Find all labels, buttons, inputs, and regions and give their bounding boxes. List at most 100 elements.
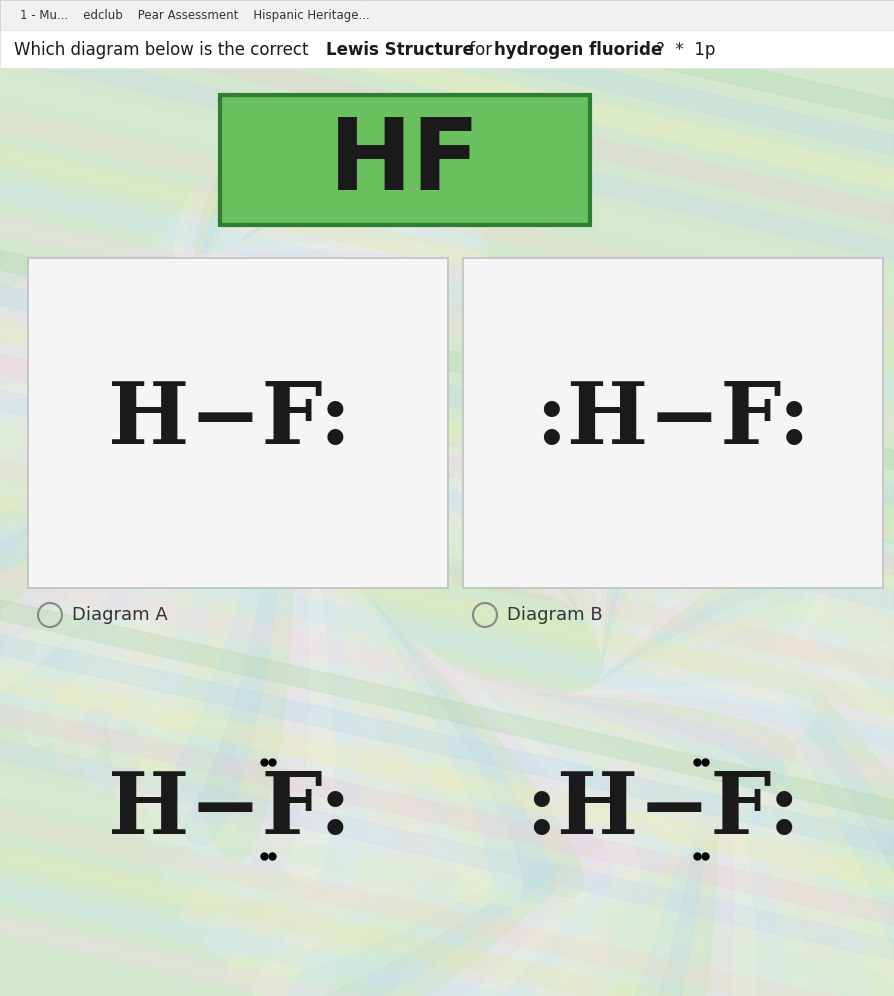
Ellipse shape: [0, 197, 477, 487]
Ellipse shape: [135, 255, 426, 903]
Ellipse shape: [204, 622, 830, 956]
FancyBboxPatch shape: [463, 258, 883, 588]
Polygon shape: [0, 0, 894, 120]
Ellipse shape: [161, 148, 292, 847]
Ellipse shape: [97, 692, 797, 813]
Ellipse shape: [0, 228, 490, 428]
Ellipse shape: [0, 251, 496, 382]
Ellipse shape: [0, 168, 459, 549]
Polygon shape: [0, 495, 894, 715]
Ellipse shape: [111, 130, 312, 812]
Ellipse shape: [181, 639, 830, 929]
Polygon shape: [0, 635, 894, 855]
Text: Which diagram below is the correct: Which diagram below is the correct: [14, 41, 314, 59]
Ellipse shape: [568, 409, 812, 996]
Ellipse shape: [561, 438, 722, 996]
Ellipse shape: [404, 491, 894, 691]
Ellipse shape: [585, 429, 716, 996]
Polygon shape: [0, 775, 894, 995]
Ellipse shape: [473, 429, 894, 931]
Ellipse shape: [89, 364, 553, 901]
Ellipse shape: [532, 448, 733, 996]
Ellipse shape: [139, 138, 299, 830]
Ellipse shape: [501, 459, 746, 996]
Ellipse shape: [64, 560, 713, 850]
Ellipse shape: [86, 678, 784, 810]
Polygon shape: [0, 5, 894, 225]
FancyBboxPatch shape: [0, 30, 894, 68]
Ellipse shape: [404, 499, 783, 996]
Ellipse shape: [110, 694, 808, 826]
Polygon shape: [0, 705, 894, 925]
Ellipse shape: [602, 417, 733, 996]
Polygon shape: [0, 250, 894, 470]
Polygon shape: [0, 355, 894, 575]
Ellipse shape: [81, 394, 583, 896]
Ellipse shape: [341, 531, 805, 996]
Ellipse shape: [228, 603, 829, 982]
Ellipse shape: [0, 212, 484, 457]
Text: :H−F:: :H−F:: [526, 768, 801, 852]
Ellipse shape: [435, 454, 894, 834]
Ellipse shape: [0, 156, 447, 579]
Ellipse shape: [161, 211, 362, 892]
Polygon shape: [0, 460, 894, 680]
Ellipse shape: [53, 122, 342, 770]
Polygon shape: [0, 75, 894, 295]
Ellipse shape: [372, 515, 795, 996]
Ellipse shape: [161, 657, 827, 901]
Polygon shape: [0, 880, 894, 996]
Ellipse shape: [255, 585, 825, 996]
Ellipse shape: [487, 423, 894, 961]
Text: :H−F:: :H−F:: [536, 378, 811, 462]
Ellipse shape: [417, 473, 894, 763]
Ellipse shape: [0, 145, 434, 610]
Ellipse shape: [398, 498, 894, 629]
Ellipse shape: [536, 411, 871, 996]
Polygon shape: [0, 845, 894, 996]
Ellipse shape: [282, 566, 820, 996]
Ellipse shape: [141, 673, 822, 874]
Polygon shape: [0, 320, 894, 540]
Ellipse shape: [125, 686, 816, 848]
Polygon shape: [0, 390, 894, 610]
Polygon shape: [0, 110, 894, 330]
Ellipse shape: [426, 463, 894, 799]
Ellipse shape: [148, 232, 393, 899]
Text: ?  *  1p: ? * 1p: [656, 41, 715, 59]
Ellipse shape: [67, 593, 733, 838]
Ellipse shape: [397, 490, 894, 610]
Ellipse shape: [78, 654, 769, 816]
Ellipse shape: [122, 280, 458, 906]
Polygon shape: [0, 915, 894, 996]
Text: Diagram A: Diagram A: [72, 606, 168, 624]
Ellipse shape: [82, 124, 326, 792]
Text: Lewis Structure: Lewis Structure: [326, 41, 474, 59]
Ellipse shape: [468, 471, 759, 996]
Ellipse shape: [447, 445, 894, 868]
Ellipse shape: [69, 459, 639, 881]
Ellipse shape: [23, 120, 358, 746]
Text: hydrogen fluoride: hydrogen fluoride: [494, 41, 662, 59]
Text: H−F:: H−F:: [108, 768, 351, 852]
Ellipse shape: [64, 526, 690, 862]
Text: 1 - Mu...    edclub    Pear Assessment    Hispanic Heritage...: 1 - Mu... edclub Pear Assessment Hispani…: [20, 9, 370, 22]
Polygon shape: [0, 0, 894, 190]
Polygon shape: [0, 530, 894, 750]
Ellipse shape: [410, 482, 894, 727]
Ellipse shape: [599, 422, 719, 996]
Polygon shape: [0, 810, 894, 996]
Ellipse shape: [72, 624, 753, 826]
Ellipse shape: [0, 182, 468, 518]
Ellipse shape: [0, 136, 421, 638]
Ellipse shape: [0, 241, 493, 402]
Ellipse shape: [552, 409, 841, 996]
Ellipse shape: [460, 437, 894, 900]
Ellipse shape: [0, 129, 407, 667]
Polygon shape: [0, 0, 894, 155]
Ellipse shape: [65, 492, 666, 872]
Ellipse shape: [519, 413, 894, 996]
Ellipse shape: [74, 426, 612, 890]
Polygon shape: [0, 40, 894, 260]
Polygon shape: [0, 425, 894, 645]
